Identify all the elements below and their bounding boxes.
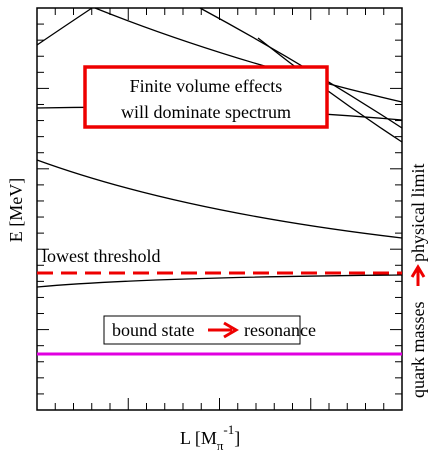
- x-label-main: L [M: [180, 428, 217, 448]
- threshold-label: lowest threshold: [42, 246, 161, 266]
- transition-to: resonance: [244, 320, 316, 340]
- x-label-sub: π: [217, 438, 224, 453]
- level-curve: [257, 37, 403, 143]
- transition-box: [103, 315, 301, 345]
- arrow-head: [410, 264, 426, 278]
- level-curve: [36, 274, 403, 288]
- y-axis-label: E [MeV]: [6, 178, 26, 242]
- callout-text: will dominate spectrum: [121, 102, 291, 122]
- transition-from: bound state: [112, 320, 195, 340]
- side-label: quark masses physical limit: [408, 164, 428, 399]
- callout-text: Finite volume effects: [130, 76, 283, 96]
- energy-levels: [36, 7, 403, 288]
- plot-frame: [36, 7, 403, 411]
- side-label-from: quark masses: [408, 302, 428, 398]
- arrow-head: [223, 321, 239, 339]
- level-curve: [36, 159, 403, 239]
- level-curve: [94, 7, 403, 103]
- callout-box: [83, 65, 329, 129]
- x-label-sup: -1: [223, 422, 234, 437]
- tick-marks: [36, 7, 403, 411]
- x-label-end: ]: [234, 428, 240, 448]
- level-curve: [199, 7, 403, 129]
- side-label-to: physical limit: [408, 164, 428, 263]
- level-curve: [36, 7, 93, 46]
- x-axis-label: L [Mπ-1]: [180, 422, 240, 453]
